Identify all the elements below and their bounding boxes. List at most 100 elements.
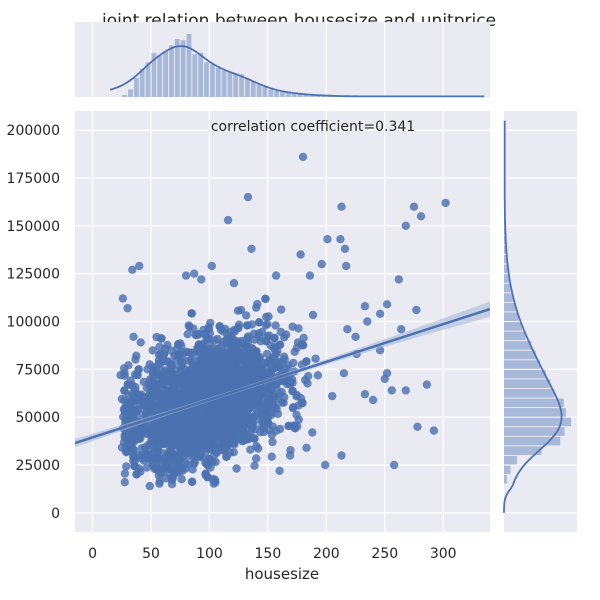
scatter-point bbox=[174, 340, 183, 349]
scatter-point bbox=[321, 460, 330, 470]
scatter-point bbox=[248, 420, 257, 429]
scatter-point bbox=[271, 271, 281, 280]
scatter-point bbox=[215, 355, 224, 364]
y-marginal-bar bbox=[504, 274, 510, 283]
scatter-point bbox=[120, 386, 129, 395]
scatter-point bbox=[160, 463, 170, 472]
top-marginal-grid bbox=[91, 22, 444, 97]
y-tick-label: 75000 bbox=[15, 362, 60, 378]
scatter-point bbox=[213, 381, 222, 390]
scatter-point bbox=[144, 453, 153, 462]
scatter-point bbox=[194, 423, 204, 432]
scatter-point bbox=[234, 372, 243, 382]
scatter-point bbox=[429, 426, 439, 435]
scatter-point bbox=[342, 261, 351, 271]
scatter-point bbox=[368, 395, 378, 405]
scatter-point bbox=[244, 405, 253, 414]
scatter-point bbox=[240, 366, 249, 375]
scatter-point bbox=[304, 371, 313, 381]
scatter-point bbox=[192, 412, 202, 421]
y-marginal-bar bbox=[504, 322, 523, 331]
scatter-point bbox=[197, 275, 206, 284]
scatter-point bbox=[218, 347, 227, 357]
scatter-point bbox=[351, 332, 360, 341]
scatter-point bbox=[208, 433, 217, 442]
scatter-point bbox=[152, 454, 162, 463]
scatter-point bbox=[272, 357, 281, 366]
y-tick-label: 175000 bbox=[7, 171, 60, 187]
scatter-point bbox=[138, 429, 148, 438]
scatter-point bbox=[294, 415, 303, 424]
scatter-point bbox=[148, 385, 157, 395]
scatter-point bbox=[165, 470, 175, 479]
scatter-point bbox=[245, 357, 254, 367]
y-marginal-bar bbox=[504, 235, 506, 245]
right-marginal-panel bbox=[503, 111, 577, 532]
scatter-point bbox=[212, 421, 221, 431]
scatter-point bbox=[181, 446, 190, 455]
scatter-point bbox=[210, 336, 219, 345]
scatter-point bbox=[317, 259, 326, 269]
y-tick-label: 200000 bbox=[7, 123, 60, 139]
scatter-point bbox=[188, 362, 198, 371]
scatter-point bbox=[199, 325, 208, 335]
scatter-point bbox=[155, 477, 164, 486]
scatter-point bbox=[218, 425, 227, 434]
scatter-point bbox=[299, 333, 308, 342]
scatter-point bbox=[204, 334, 213, 343]
x-marginal-bar bbox=[297, 93, 303, 97]
scatter-point bbox=[363, 317, 372, 326]
scatter-point bbox=[148, 368, 158, 377]
scatter-point bbox=[340, 244, 350, 253]
scatter-point bbox=[229, 279, 239, 288]
scatter-point bbox=[282, 330, 291, 339]
scatter-point bbox=[194, 340, 204, 349]
scatter-point bbox=[249, 413, 258, 422]
scatter-point bbox=[207, 352, 216, 361]
y-marginal-bar bbox=[504, 350, 536, 360]
correlation-annotation: correlation coefficient=0.341 bbox=[211, 119, 415, 135]
scatter-point bbox=[243, 321, 252, 330]
scatter-point bbox=[275, 466, 284, 475]
scatter-point bbox=[389, 460, 399, 470]
right-marginal-kde bbox=[503, 120, 563, 513]
scatter-point bbox=[131, 429, 141, 438]
scatter-point bbox=[250, 335, 259, 344]
scatter-point bbox=[267, 430, 277, 440]
scatter-point bbox=[285, 451, 295, 460]
scatter-point bbox=[155, 360, 165, 369]
scatter-point bbox=[203, 472, 212, 482]
scatter-point bbox=[157, 334, 166, 343]
scatter-point bbox=[153, 432, 162, 441]
x-tick-label: 100 bbox=[196, 546, 223, 562]
y-marginal-bar bbox=[504, 455, 517, 465]
scatter-point bbox=[133, 396, 143, 405]
scatter-point bbox=[258, 389, 267, 398]
scatter-point bbox=[231, 436, 240, 445]
x-tick-label: 200 bbox=[313, 546, 340, 562]
scatter-point bbox=[394, 275, 403, 284]
scatter-point bbox=[162, 357, 171, 366]
scatter-point bbox=[247, 244, 256, 253]
scatter-point bbox=[380, 374, 389, 384]
y-marginal-bar bbox=[504, 475, 507, 484]
scatter-point bbox=[441, 198, 450, 208]
y-marginal-bar bbox=[504, 417, 571, 427]
scatter-point bbox=[167, 480, 177, 489]
x-marginal-bar bbox=[309, 95, 315, 97]
x-marginal-bar bbox=[215, 68, 221, 97]
y-marginal-bar bbox=[504, 331, 526, 341]
scatter-point bbox=[360, 302, 370, 311]
x-marginal-bar bbox=[280, 91, 285, 97]
x-marginal-bar bbox=[285, 92, 291, 97]
y-marginal-bar bbox=[504, 302, 516, 312]
x-axis-label: housesize bbox=[245, 565, 319, 583]
scatter-point bbox=[250, 434, 259, 443]
x-marginal-bar bbox=[233, 73, 239, 97]
scatter-point bbox=[180, 385, 190, 394]
scatter-point bbox=[262, 349, 272, 359]
top-marginal-histogram bbox=[122, 34, 391, 97]
scatter-point bbox=[239, 436, 248, 445]
scatter-point bbox=[128, 265, 137, 274]
scatter-point bbox=[140, 401, 149, 410]
